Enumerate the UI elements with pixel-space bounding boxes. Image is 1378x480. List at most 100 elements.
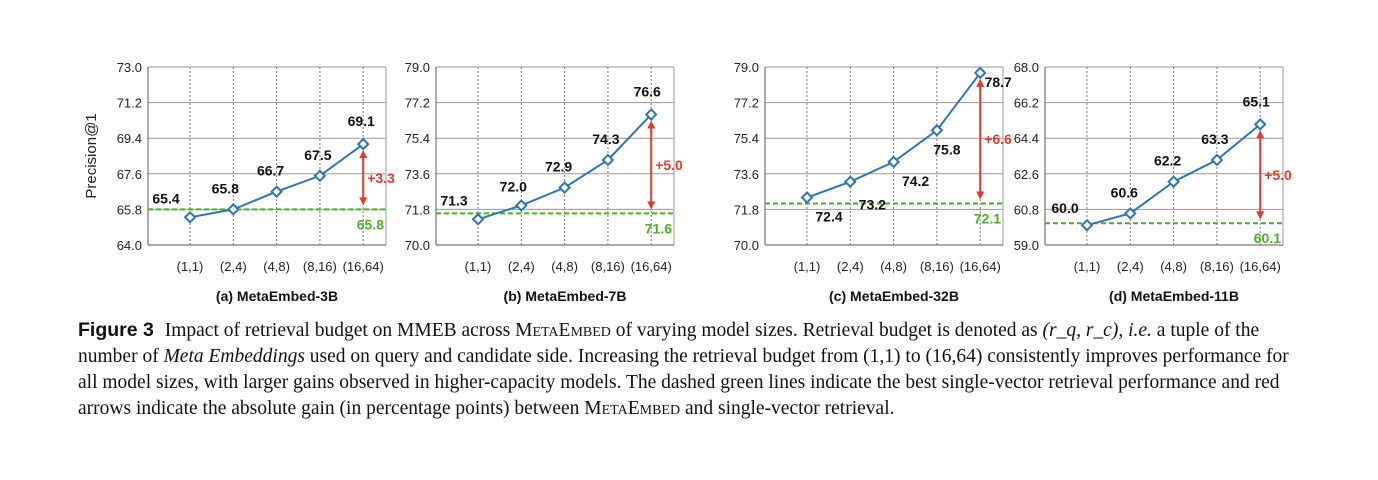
data-label: 69.1 — [348, 113, 375, 129]
y-tick-label: 70.0 — [405, 238, 430, 253]
chart-3: 59.0 60.8 62.6 64.4 66.2 68.0 (1,1) (2,4) (4,8) (… — [1014, 60, 1292, 304]
y-tick-label: 67.6 — [117, 167, 142, 182]
y-tick-label: 73.6 — [405, 167, 430, 182]
caption-text: of varying model sizes. Retrieval budget… — [615, 320, 1038, 341]
data-label: 75.8 — [933, 141, 960, 157]
chart-title: (d) MetaEmbed-11B — [1109, 288, 1239, 304]
gain-label: +5.0 — [655, 157, 683, 173]
data-label: 65.8 — [212, 180, 239, 196]
baseline-label: 72.1 — [974, 210, 1001, 226]
y-tick-label: 66.2 — [1014, 96, 1039, 111]
y-tick-label: 60.8 — [1014, 202, 1039, 217]
data-label: 72.0 — [500, 178, 527, 194]
x-tick-label: (2,4) — [1117, 259, 1144, 274]
gain-arrow-head — [1256, 211, 1265, 220]
x-tick-label: (2,4) — [837, 259, 864, 274]
data-label: 72.9 — [545, 159, 572, 175]
x-tick-label: (4,8) — [1160, 259, 1187, 274]
figure-caption: Figure 3 Impact of retrieval budget on M… — [78, 319, 1289, 419]
y-tick-label: 70.0 — [734, 238, 759, 253]
caption-tuple: (r_q, r_c) — [1042, 320, 1119, 341]
y-tick-label: 65.8 — [117, 202, 142, 217]
data-point — [601, 153, 615, 167]
y-tick-label: 59.0 — [1014, 238, 1039, 253]
x-tick-label: (8,16) — [920, 259, 954, 274]
data-point — [644, 108, 658, 121]
x-tick-label: (16,64) — [960, 259, 1001, 274]
x-tick-label: (1,1) — [177, 259, 204, 274]
x-tick-label: (8,16) — [1200, 259, 1234, 274]
x-tick-label: (8,16) — [303, 259, 337, 274]
y-tick-label: 71.8 — [405, 202, 430, 217]
x-tick-label: (8,16) — [591, 259, 625, 274]
gain-arrow-head — [647, 120, 656, 129]
data-label: 72.4 — [815, 209, 842, 225]
y-tick-label: 73.6 — [734, 167, 759, 182]
data-point — [1080, 218, 1094, 232]
data-point — [843, 175, 857, 189]
x-tick-label: (16,64) — [631, 259, 672, 274]
caption-text: and single-vector retrieval. — [684, 398, 895, 419]
data-point — [800, 191, 814, 204]
gain-label: +3.3 — [367, 170, 395, 186]
data-label: 60.0 — [1051, 200, 1078, 216]
data-label: 74.2 — [902, 173, 929, 189]
y-tick-label: 75.4 — [405, 131, 430, 146]
data-label: 78.7 — [985, 74, 1012, 90]
caption-ie: i.e. — [1128, 320, 1152, 341]
gain-arrow-head — [647, 201, 656, 210]
caption-text: used on query and candidate side. Increa… — [78, 346, 1289, 419]
gain-label: +6.6 — [984, 131, 1012, 147]
y-tick-label: 77.2 — [405, 96, 430, 111]
data-point — [270, 185, 283, 198]
data-point — [558, 181, 571, 195]
data-label: 62.2 — [1154, 153, 1181, 169]
x-tick-label: (4,8) — [263, 259, 290, 274]
baseline-label: 60.1 — [1254, 230, 1281, 246]
y-tick-label: 68.0 — [1014, 60, 1039, 75]
y-tick-label: 71.8 — [734, 202, 759, 217]
data-point — [887, 155, 900, 169]
data-point — [471, 212, 485, 226]
caption-meta-embeddings: Meta Embeddings — [163, 346, 305, 367]
caption-metaembed: MetaEmbed — [515, 320, 611, 341]
data-label: 63.3 — [1201, 131, 1228, 147]
data-label: 71.3 — [440, 192, 467, 208]
x-tick-label: (4,8) — [551, 259, 578, 274]
data-label: 65.1 — [1243, 93, 1270, 109]
x-tick-label: (2,4) — [220, 259, 247, 274]
y-tick-label: 64.0 — [117, 238, 142, 253]
caption-label: Figure 3 — [78, 319, 154, 341]
gain-arrow-head — [976, 191, 985, 200]
y-tick-label: 71.2 — [117, 96, 142, 111]
x-tick-label: (2,4) — [508, 259, 535, 274]
data-label: 76.6 — [634, 83, 661, 99]
data-point — [1123, 206, 1137, 220]
data-point — [226, 203, 240, 216]
y-tick-label: 79.0 — [405, 60, 430, 75]
y-tick-label: 77.2 — [734, 96, 759, 111]
data-label: 74.3 — [592, 131, 619, 147]
chart-2: 70.0 71.8 73.6 75.4 77.2 79.0 (1,1) (2,4) (4,8) (… — [734, 60, 1012, 304]
gain-arrow-head — [359, 197, 368, 206]
data-point — [1210, 153, 1224, 167]
caption-text: Impact of retrieval budget on MMEB acros… — [164, 320, 511, 341]
caption-metaembed: MetaEmbed — [584, 398, 681, 419]
baseline-label: 71.6 — [645, 220, 672, 236]
chart-title: (b) MetaEmbed-7B — [504, 288, 627, 304]
gain-arrow-head — [359, 150, 368, 159]
chart-title: (c) MetaEmbed-32B — [829, 288, 959, 304]
data-point — [1167, 175, 1180, 189]
x-tick-label: (1,1) — [794, 259, 821, 274]
y-tick-label: 75.4 — [734, 131, 759, 146]
y-tick-label: 69.4 — [117, 131, 142, 146]
x-tick-label: (1,1) — [465, 259, 492, 274]
figure-charts: 64.0 65.8 67.6 69.4 71.2 73.0 (1,1) (2,4) (4,8) (… — [83, 60, 1292, 304]
x-tick-label: (16,64) — [343, 259, 384, 274]
gain-arrow-head — [1256, 130, 1265, 139]
data-point — [1253, 117, 1267, 131]
data-point — [973, 66, 987, 80]
data-point — [313, 169, 327, 183]
baseline-label: 65.8 — [357, 216, 384, 232]
data-label: 65.4 — [152, 190, 179, 206]
